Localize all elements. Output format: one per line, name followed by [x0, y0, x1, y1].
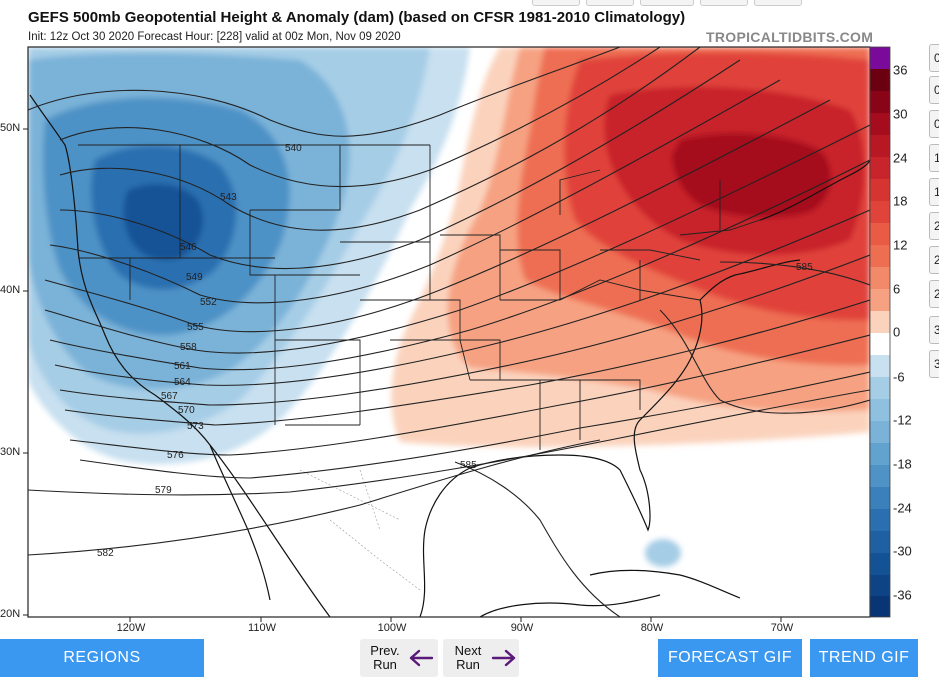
lat-label: 20N: [0, 608, 21, 620]
side-tab[interactable]: 2: [929, 212, 939, 240]
colorbar-label: 0: [893, 324, 901, 340]
contour-label: 564: [174, 377, 191, 388]
lon-label: 100W: [377, 622, 407, 634]
contour-label: 540: [285, 143, 302, 154]
contour-label: 555: [187, 322, 204, 333]
lat-label: 40N: [0, 284, 21, 296]
lon-label: 90W: [510, 622, 534, 634]
colorbar-label: 36: [893, 62, 908, 78]
contour-label: 585: [460, 460, 477, 471]
contour-labels: 540 543 546 549 552 555 558 561 564 567 …: [97, 143, 813, 559]
side-tab[interactable]: 0: [929, 110, 939, 138]
colorbar-label: 24: [893, 150, 908, 166]
top-tab[interactable]: [532, 0, 580, 6]
colorbar-label: 30: [893, 106, 908, 122]
colorbar-label: -30: [893, 543, 912, 559]
lon-label: 120W: [116, 622, 146, 634]
regions-button[interactable]: REGIONS: [0, 639, 204, 677]
lon-label: 70W: [770, 622, 794, 634]
colorbar-label: 6: [893, 281, 901, 297]
contour-label: 549: [186, 272, 203, 283]
contour-label: 573: [187, 421, 204, 432]
top-tab[interactable]: [700, 0, 748, 6]
contour-label: 552: [200, 297, 217, 308]
contour-label: 546: [180, 242, 197, 253]
prev-run-label: Prev. Run: [366, 644, 404, 672]
side-tab[interactable]: 1: [929, 144, 939, 172]
colorbar-label: 12: [893, 237, 908, 253]
side-tab[interactable]: 1: [929, 178, 939, 206]
prev-run-label-line2: Run: [373, 657, 397, 672]
colorbar-label: -12: [893, 412, 912, 428]
prev-run-button[interactable]: Prev. Run: [360, 639, 438, 677]
lon-label: 80W: [640, 622, 664, 634]
lat-label: 50N: [0, 122, 21, 134]
axis-ticks: [23, 128, 782, 622]
colorbar-label: -18: [893, 456, 912, 472]
contour-label: 585: [796, 262, 813, 273]
contour-label: 582: [97, 548, 114, 559]
contour-label: 567: [161, 391, 178, 402]
colorbar-label: 18: [893, 193, 908, 209]
contour-label: 570: [178, 405, 195, 416]
next-run-button[interactable]: Next Run: [443, 639, 519, 677]
arrow-left-icon: [409, 649, 434, 667]
colorbar-label: -36: [893, 587, 912, 603]
contour-label: 561: [174, 361, 191, 372]
top-tab[interactable]: [640, 0, 694, 6]
height-contours: [28, 47, 870, 617]
side-tab[interactable]: 0: [929, 76, 939, 104]
next-run-label-line1: Next: [454, 643, 482, 658]
side-tab[interactable]: 3: [929, 350, 939, 378]
mexico-borders: [299, 469, 421, 591]
side-tab[interactable]: 2: [929, 246, 939, 274]
prev-run-label-line1: Prev.: [370, 643, 400, 658]
next-run-label-line2: Run: [456, 657, 480, 672]
top-tab[interactable]: [754, 0, 802, 6]
lon-label: 110W: [248, 622, 276, 634]
side-tab[interactable]: 3: [929, 316, 939, 344]
site-brand: TROPICALTIDBITS.COM: [706, 29, 874, 45]
colorbar-label: -6: [893, 369, 905, 385]
colorbar-label: -24: [893, 500, 912, 516]
anomaly-field: [28, 47, 870, 617]
contour-label: 579: [155, 485, 172, 496]
map-title: GEFS 500mb Geopotential Height & Anomaly…: [28, 9, 686, 26]
top-tab[interactable]: [586, 0, 634, 6]
trend-gif-button[interactable]: TREND GIF: [810, 639, 918, 677]
side-tab[interactable]: 2: [929, 280, 939, 308]
contour-label: 576: [167, 450, 184, 461]
colorbar: [869, 46, 891, 618]
contour-label: 558: [180, 342, 197, 353]
contour-label: 543: [220, 192, 237, 203]
coastlines: [29, 94, 870, 617]
side-tab[interactable]: 0: [929, 44, 939, 72]
forecast-gif-button[interactable]: FORECAST GIF: [658, 639, 802, 677]
map-subtitle: Init: 12z Oct 30 2020 Forecast Hour: [22…: [28, 31, 401, 43]
arrow-right-icon: [491, 649, 516, 667]
next-run-label: Next Run: [449, 644, 487, 672]
lat-label: 30N: [0, 446, 21, 458]
